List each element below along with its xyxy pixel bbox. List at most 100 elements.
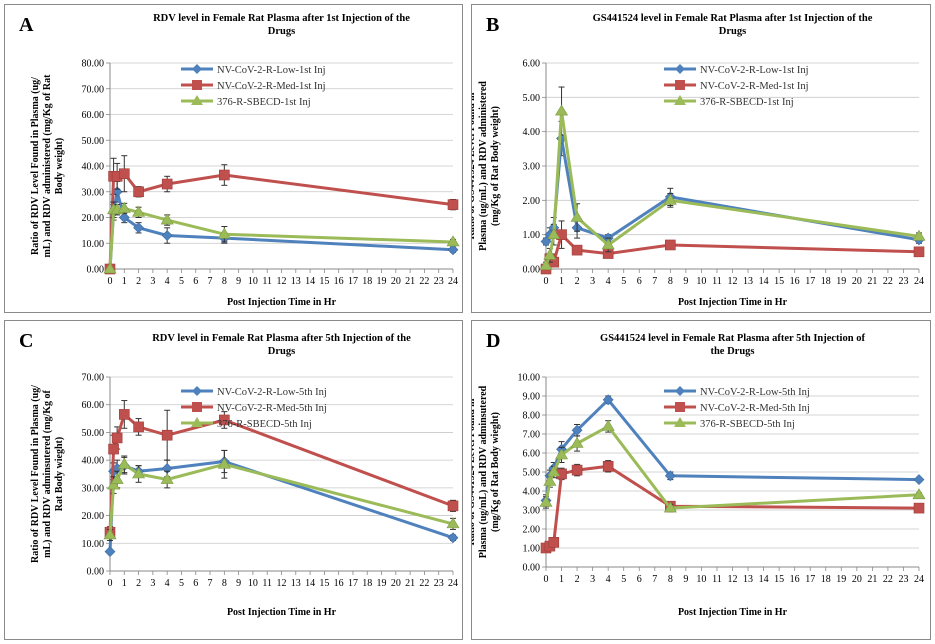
x-axis-label: Post Injection Time in Hr [678,297,788,308]
data-point [103,262,117,274]
x-tick-label: 12 [728,574,738,585]
x-tick-label: 18 [362,578,372,589]
x-tick-label: 1 [559,276,564,287]
y-tick-label: 50.00 [82,428,105,439]
y-tick-label: 1.00 [523,544,541,555]
panel-label: A [19,14,34,36]
x-tick-label: 6 [193,578,198,589]
x-tick-label: 4 [606,574,611,585]
y-tick-label: 40.00 [82,456,105,467]
series-2 [540,460,925,554]
series-line [108,462,454,536]
x-tick-label: 11 [262,276,272,287]
data-point [217,457,231,469]
y-tick-label: 70.00 [82,373,105,384]
data-point [663,501,677,513]
data-point [446,235,460,247]
chart-title: the Drugs [710,346,754,357]
x-tick-label: 24 [914,574,924,585]
x-tick-label: 15 [319,578,329,589]
data-point [132,467,146,479]
y-tick-label: 2.00 [523,196,541,207]
y-tick-label: 3.00 [523,506,541,517]
chart-svg: D GS441524 level in Female Rat Plasma aft… [472,330,926,618]
legend-marker [192,64,202,74]
x-tick-label: 11 [712,574,722,585]
data-point [664,470,676,482]
y-tick-label: 40.00 [82,162,105,173]
y-tick-label: 5.00 [523,468,541,479]
legend-label: 376-R-SBECD-5th Inj [700,419,795,430]
y-axis-label: mL) and RDV adminsutered (mg/Kg of [42,389,53,557]
data-point [103,528,117,540]
x-tick-label: 5 [621,574,626,585]
x-tick-label: 22 [419,276,429,287]
data-point [912,488,926,500]
data-point [133,421,144,433]
data-point [133,186,144,198]
legend-label: NV-CoV-2-R-Med-5th Inj [700,403,810,414]
data-point [571,244,583,256]
data-point [161,178,173,190]
series-3 [103,201,460,274]
data-point [118,212,130,223]
data-point [110,472,124,484]
legend-label: 376-R-SBECD-1st Inj [700,97,794,108]
data-point [447,532,459,544]
chart-svg: C RDV level in Female Rat Plasma after 5t… [19,330,460,618]
y-tick-label: 6.00 [523,59,541,70]
x-tick-label: 13 [743,276,753,287]
y-axis-label: (mg/Kg of Rat Body weight) [490,106,501,226]
legend: NV-CoV-2-R-Low-5th Inj NV-CoV-2-R-Med-5th… [181,386,327,430]
y-tick-label: 30.00 [82,187,105,198]
data-point [111,432,123,444]
x-tick-label: 6 [637,574,642,585]
chart-svg: A RDV level in Female Rat Plasma after 1s… [19,13,460,308]
x-tick-label: 23 [898,574,908,585]
x-tick-label: 17 [348,578,358,589]
legend-label: NV-CoV-2-R-Med-5th Inj [217,403,327,414]
y-tick-label: 0.00 [87,265,105,276]
legend: NV-CoV-2-R-Low-1st Inj NV-CoV-2-R-Med-1st… [664,64,809,108]
data-point [547,465,561,477]
y-tick-label: 20.00 [82,511,105,522]
data-point [912,229,926,241]
x-tick-label: 2 [575,276,580,287]
series-line [108,172,454,270]
y-tick-label: 4.00 [523,487,541,498]
data-point [217,227,231,239]
data-point [913,474,925,486]
legend-marker [192,80,202,90]
x-tick-label: 6 [637,276,642,287]
data-point [602,394,614,406]
y-axis-label: (mg/Kg of Rat Body wieght) [490,412,501,532]
series-2 [104,155,459,275]
data-point [913,246,925,258]
data-point [161,230,173,241]
legend-label: NV-CoV-2-R-Low-5th Inj [217,387,327,398]
series-line [108,460,454,552]
x-tick-label: 18 [821,276,831,287]
data-point [601,238,615,250]
series-line [108,190,454,270]
x-tick-label: 24 [914,276,924,287]
x-tick-label: 1 [122,276,127,287]
y-tick-label: 4.00 [523,127,541,138]
x-tick-label: 14 [759,574,769,585]
x-tick-label: 4 [165,578,170,589]
x-tick-label: 21 [405,578,415,589]
x-tick-label: 9 [683,276,688,287]
x-tick-label: 14 [759,276,769,287]
legend-marker [192,386,202,396]
x-tick-label: 20 [852,276,862,287]
data-point [447,199,459,210]
y-axis-label: Plasma (ug/mL) and RDV administered [478,81,489,251]
chart-title: Drugs [719,26,746,37]
data-point [570,210,584,222]
panel-label: D [486,330,500,352]
y-axis-label: mL) and RDV administered (mg/Kg of Rat [42,74,53,258]
x-tick-label: 19 [377,578,387,589]
x-tick-label: 22 [419,578,429,589]
x-tick-label: 23 [898,276,908,287]
legend-label: NV-CoV-2-R-Low-1st Inj [217,65,326,76]
